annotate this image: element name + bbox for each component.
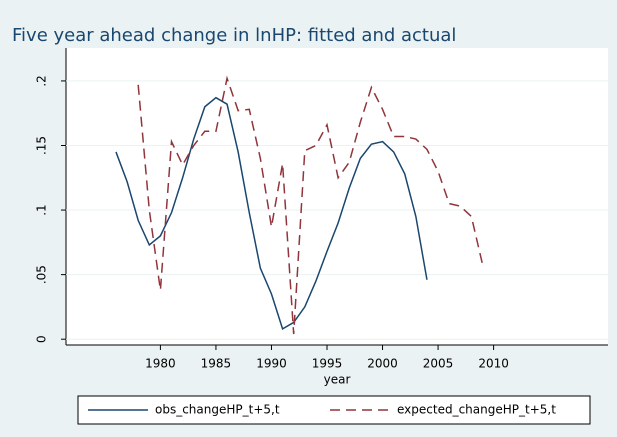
y-tick-label: .05 [35, 265, 49, 284]
x-axis-label: year [324, 373, 351, 387]
x-tick-label: 2005 [423, 357, 454, 371]
legend-label: expected_changeHP_t+5,t [397, 403, 556, 417]
y-tick-label: 0 [35, 335, 49, 343]
legend-label: obs_changeHP_t+5,t [155, 403, 280, 417]
x-tick-label: 1995 [312, 357, 343, 371]
plot-area [66, 48, 608, 345]
series-line [137, 75, 484, 335]
x-tick-label: 1980 [145, 357, 176, 371]
y-tick-label: .2 [35, 75, 49, 86]
x-tick-label: 2010 [478, 357, 509, 371]
y-tick-label: .15 [35, 136, 49, 155]
series-line [115, 96, 428, 330]
x-tick-label: 1990 [256, 357, 287, 371]
y-tick-label: .1 [35, 204, 49, 215]
x-tick-label: 2000 [367, 357, 398, 371]
x-tick-label: 1985 [201, 357, 232, 371]
chart-title: Five year ahead change in lnHP: fitted a… [12, 25, 456, 46]
legend: obs_changeHP_t+5,t expected_changeHP_t+5… [77, 395, 591, 425]
